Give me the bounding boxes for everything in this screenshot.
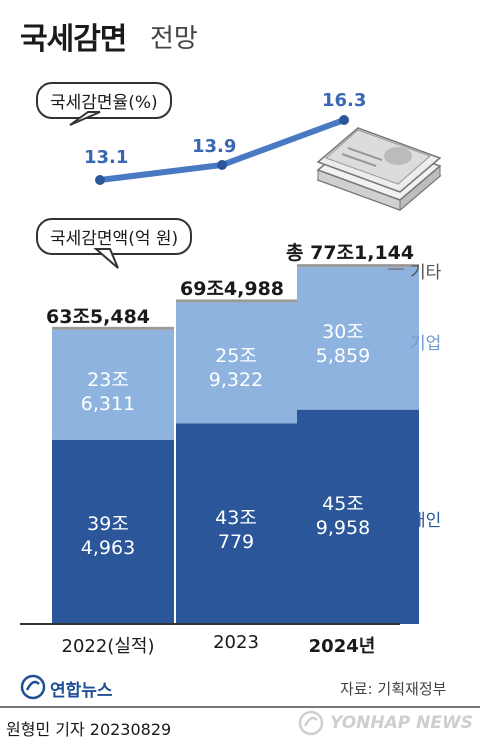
corporate-segment-label-2022: 23조 6,311 — [80, 369, 136, 415]
source-note: 자료: 기획재정부 — [340, 680, 447, 698]
rate-value-label-2024: 16.3 — [322, 90, 367, 111]
yonhap-logo-icon — [20, 674, 46, 700]
rate-point-2 — [339, 115, 349, 125]
corporate-bar-segment-0 — [52, 329, 174, 440]
legend-corporate: 기업 — [410, 334, 442, 354]
footer-divider — [0, 706, 480, 708]
chart-subtitle: 전망 — [150, 24, 198, 54]
individual-segment-label-2024: 45조 9,958 — [315, 493, 371, 539]
rate-line-group — [95, 115, 349, 185]
x-tick-label-2024: 2024년 — [308, 636, 376, 657]
legend-other: 기타 — [410, 263, 442, 283]
reporter-credit: 원형민 기자 20230829 — [6, 720, 172, 739]
amount-legend-bubble: 국세감면액(억 원) — [36, 218, 193, 255]
bar-total-label-2023: 69조4,988 — [180, 278, 285, 300]
bar-total-label-2024: 총 77조1,144 — [286, 242, 415, 264]
rate-value-label-2022: 13.1 — [84, 147, 129, 168]
individual-bar-segment-1 — [176, 423, 298, 624]
bar-group — [52, 264, 419, 624]
rate-legend-label: 국세감면율(%) — [50, 93, 158, 113]
corporate-bar-segment-1 — [176, 302, 298, 424]
corporate-segment-label-2023: 25조 9,322 — [208, 345, 264, 391]
rate-legend-bubble: 국세감면율(%) — [36, 82, 172, 119]
x-tick-label-2022: 2022(실적) — [61, 636, 155, 657]
rate-point-1 — [217, 160, 227, 170]
other-bar-segment-2 — [297, 264, 419, 268]
corporate-bar-segment-2 — [297, 267, 419, 410]
other-bar-segment-0 — [52, 326, 174, 330]
rate-point-0 — [95, 175, 105, 185]
x-tick-label-2023: 2023 — [213, 632, 259, 653]
legend-individual: 개인 — [410, 511, 442, 531]
individual-segment-label-2022: 39조 4,963 — [80, 513, 136, 559]
watermark-text: YONHAP NEWS — [330, 713, 473, 733]
rate-line-chart — [69, 111, 442, 212]
corporate-segment-label-2024: 30조 5,859 — [315, 321, 371, 367]
amount-bubble-tail-svg — [93, 248, 119, 269]
watermark-logo-icon — [298, 710, 324, 736]
rate-value-label-2023: 13.9 — [192, 136, 237, 157]
individual-bar-segment-0 — [52, 439, 174, 624]
other-bar-segment-1 — [176, 299, 298, 303]
bar-total-label-2022: 63조5,484 — [46, 306, 151, 328]
amount-bubble-tail — [93, 248, 119, 269]
yonhap-logo-text: 연합뉴스 — [50, 681, 113, 701]
chart-title: 국세감면 — [20, 22, 127, 57]
amount-legend-label: 국세감면액(억 원) — [50, 229, 179, 249]
individual-segment-label-2023: 43조 779 — [215, 507, 257, 553]
stacked-bar-chart — [20, 264, 419, 625]
money-stack-icon — [316, 127, 442, 212]
rate-bubble-tail — [69, 111, 101, 126]
